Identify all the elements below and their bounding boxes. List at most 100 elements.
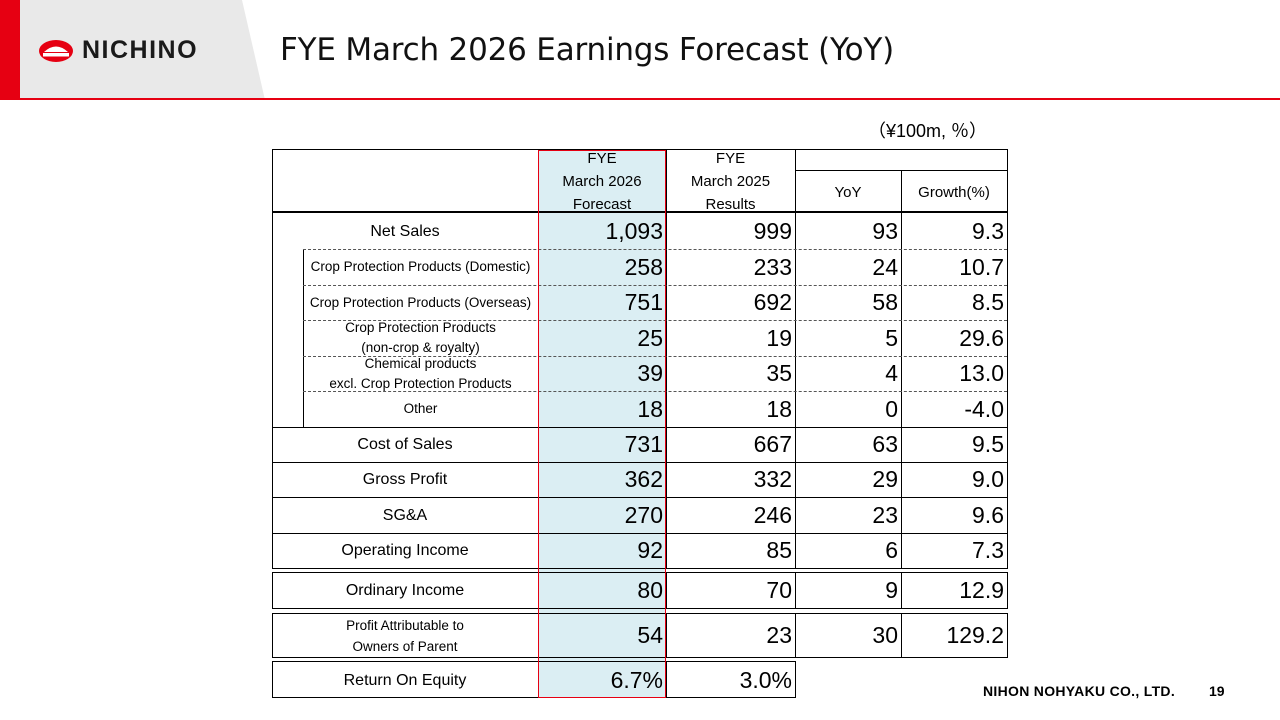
- row-label: Operating Income: [341, 542, 469, 559]
- table-rule: [272, 613, 1008, 614]
- cell-forecast: 54: [637, 622, 663, 648]
- row-label: SG&A: [382, 506, 428, 524]
- cell-forecast: 80: [637, 577, 663, 603]
- cell-forecast: 92: [637, 537, 663, 563]
- table-rule: [272, 697, 796, 698]
- footer-company: NIHON NOHYAKU CO., LTD.: [983, 683, 1176, 699]
- table-dashed-rule: [303, 356, 1007, 357]
- cell-yoy: 63: [872, 431, 898, 457]
- row-label: Crop Protection Products (Domestic): [310, 259, 531, 274]
- table-rule: [901, 572, 902, 608]
- cell-growth: 7.3: [972, 537, 1004, 563]
- forecast-column-highlight: [538, 150, 666, 698]
- table-rule: [795, 613, 796, 657]
- row-label-line: Crop Protection Products: [345, 320, 496, 335]
- table-rule: [272, 572, 1008, 573]
- cell-results: 667: [753, 431, 792, 457]
- forecast-column-outline: [538, 150, 666, 698]
- table-rule: [272, 661, 796, 662]
- column-header-line: Results: [705, 195, 756, 213]
- table-rule: [1007, 149, 1008, 568]
- cell-forecast: 731: [624, 431, 663, 457]
- cell-yoy: 5: [885, 324, 898, 351]
- cell-results: 3.0%: [739, 666, 792, 693]
- column-header-line: FYE: [587, 149, 617, 167]
- page-number: 19: [1209, 683, 1225, 699]
- cell-growth: 9.5: [972, 431, 1004, 457]
- row-label: Crop Protection Products (Overseas): [309, 294, 532, 310]
- cell-growth: 12.9: [959, 577, 1004, 603]
- cell-yoy: 4: [885, 360, 898, 386]
- table-rule: [901, 170, 902, 568]
- cell-forecast: 6.7%: [610, 666, 663, 693]
- header-divider: [20, 98, 1280, 100]
- row-label: Crop Protection Products (non-crop & roya…: [303, 320, 538, 356]
- table-rule: [272, 211, 1008, 213]
- table-rule: [1007, 572, 1008, 608]
- table-rule: [272, 572, 273, 608]
- cell-growth: 29.6: [959, 324, 1004, 351]
- cell-forecast: 270: [624, 501, 663, 528]
- cell-yoy: 9: [885, 577, 898, 603]
- table-rule: [272, 149, 1008, 150]
- column-header-forecast: FYE March 2026 Forecast: [538, 147, 666, 215]
- row-label: Return On Equity: [343, 671, 467, 689]
- column-header-line: March 2026: [562, 172, 642, 190]
- row-label: Cost of Sales: [357, 436, 453, 453]
- table-rule: [272, 462, 1008, 463]
- cell-yoy: 93: [872, 217, 898, 244]
- cell-results: 332: [753, 466, 792, 492]
- table-dashed-rule: [303, 391, 1007, 392]
- cell-yoy: 24: [872, 253, 898, 280]
- row-label: Profit Attributable to Owners of Parent: [272, 614, 538, 657]
- cell-growth: 129.2: [946, 622, 1004, 648]
- table-rule: [272, 533, 1008, 534]
- cell-results: 35: [766, 360, 792, 386]
- table-rule: [795, 149, 796, 568]
- cell-results: 85: [766, 537, 792, 563]
- cell-yoy: 29: [872, 466, 898, 492]
- cell-growth: 9.3: [972, 217, 1004, 244]
- table-rule: [795, 572, 796, 608]
- cell-forecast: 258: [624, 253, 663, 280]
- cell-growth: 10.7: [959, 253, 1004, 280]
- cell-growth: 13.0: [959, 360, 1004, 386]
- row-label: Chemical products excl. Crop Protection P…: [303, 356, 538, 391]
- table-dashed-rule: [303, 249, 1007, 250]
- cell-results: 23: [766, 622, 792, 648]
- row-label: Ordinary Income: [345, 582, 465, 599]
- cell-forecast: 39: [637, 360, 663, 386]
- nichino-emblem-icon: [39, 39, 73, 62]
- cell-yoy: 30: [872, 622, 898, 648]
- column-header-results: FYE March 2025 Results: [666, 147, 795, 215]
- cell-yoy: 58: [872, 289, 898, 315]
- cell-results: 999: [753, 217, 792, 244]
- table-rule: [666, 661, 667, 697]
- table-rule: [272, 657, 1008, 658]
- column-header-yoy: YoY: [834, 183, 862, 201]
- column-header-growth: Growth(%): [918, 183, 990, 201]
- cell-forecast: 1,093: [605, 217, 663, 244]
- cell-growth: -4.0: [964, 395, 1004, 422]
- cell-growth: 9.0: [972, 466, 1004, 492]
- row-label: Other: [403, 401, 438, 416]
- cell-yoy: 23: [872, 501, 898, 528]
- column-header-line: March 2025: [690, 172, 771, 190]
- row-label-line: (non-crop & royalty): [361, 340, 480, 355]
- cell-results: 692: [753, 289, 792, 315]
- row-label: Net Sales: [370, 222, 440, 240]
- row-label-line: Owners of Parent: [352, 638, 458, 654]
- cell-growth: 8.5: [972, 289, 1004, 315]
- table-rule: [666, 613, 667, 657]
- row-label-line: Profit Attributable to: [346, 617, 464, 633]
- cell-results: 246: [753, 501, 792, 528]
- cell-growth: 9.6: [972, 501, 1004, 528]
- cell-forecast: 751: [624, 289, 663, 315]
- row-label-line: Chemical products: [364, 355, 477, 371]
- table-rule: [272, 661, 273, 697]
- table-rule: [303, 249, 304, 427]
- row-label-line: excl. Crop Protection Products: [329, 375, 512, 391]
- table-rule: [272, 149, 273, 568]
- cell-results: 18: [766, 395, 792, 422]
